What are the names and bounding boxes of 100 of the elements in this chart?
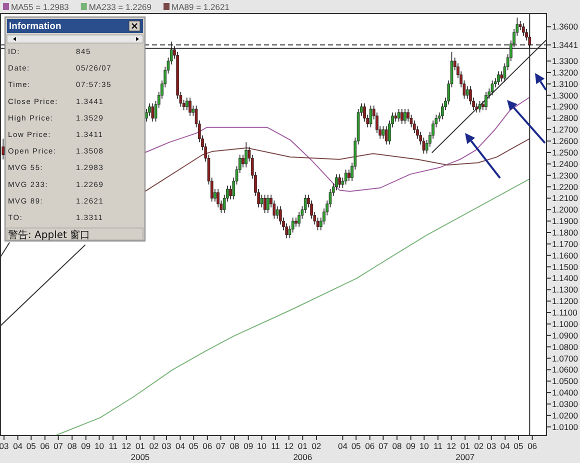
y-tick-label: 1.2900 [552,102,578,112]
legend-label: MA233 = 1.2269 [88,2,152,12]
x-tick-label: 08 [230,441,240,451]
y-tick-label: 1.1700 [552,238,578,249]
x-tick-label: 04 [13,441,23,451]
y-tick-label: 1.3000 [552,90,578,100]
candlestick [263,194,266,214]
x-tick-label: 12 [122,441,132,451]
candlestick [404,108,406,124]
y-tick-label: 1.2300 [552,170,578,180]
x-tick-label: 05 [351,441,362,451]
x-tick-label: 03 [0,441,9,451]
y-tick-label: 1.2700 [552,124,578,135]
y-tick-label: 1.1000 [552,318,578,329]
x-tick-label: 12 [284,441,294,451]
legend-label: MA89 = 1.2621 [172,2,230,12]
x-tick-label: 11 [271,441,280,451]
x-tick-label: 04 [338,441,348,451]
x-tick-label: 06 [365,441,375,451]
x-tick-label: 10 [419,441,430,451]
x-tick-label: 07 [54,441,64,451]
y-tick-label: 1.3600 [552,22,578,32]
candlestick [369,105,372,128]
candlestick [276,206,279,220]
y-tick-label: 1.3441 [552,40,578,50]
y-tick-label: 1.3300 [552,56,578,66]
line-series [144,96,530,192]
legend-label: MA55 = 1.2983 [11,2,70,12]
y-tick-label: 1.3200 [552,67,578,78]
y-tick-label: 1.2500 [552,147,578,158]
x-tick-label: 06 [528,441,538,451]
candlestick [400,108,404,124]
candlestick [348,169,350,182]
x-tick-label: 03 [486,441,496,451]
x-tick-label: 05 [514,441,524,451]
candlestick [2,138,5,160]
y-tick-label: 1.0400 [552,388,578,398]
x-tick-label: 09 [244,441,254,451]
y-tick-label: 1.0200 [552,410,578,420]
y-tick-label: 1.1300 [552,284,578,295]
x-tick-label: 06 [40,441,50,451]
candlestick [242,154,244,168]
x-tick-label: 01 2006 [293,441,312,462]
candlestick [186,97,188,111]
x-tick-label: 08 [392,441,402,451]
annotation: Information [9,21,62,32]
y-tick-label: 1.2400 [552,158,578,169]
x-tick-label: 02 [149,441,159,451]
candlestick [344,169,348,185]
candlestick [500,70,503,82]
candlestick [394,112,398,122]
y-tick-label: 1.0700 [552,353,578,364]
x-tick-label: 01 2007 [456,441,475,462]
y-tick-label: 1.0900 [552,330,578,340]
y-tick-label: 1.0300 [552,398,578,409]
y-tick-label: 1.1100 [552,308,578,318]
x-tick-label: 09 [81,441,91,451]
candlestick [497,70,500,86]
candlestick [478,100,482,113]
candlestick [188,97,192,116]
x-tick-label: 04 [176,441,186,451]
x-tick-label: 11 [108,441,118,451]
candlestick [522,22,525,36]
candlestick [260,194,264,208]
candlestick [466,86,469,100]
candlestick [384,126,388,145]
candlestick [382,126,385,140]
x-tick-label: 05 [26,441,36,451]
y-tick-label: 1.0600 [552,364,578,375]
y-tick-label: 1.3100 [552,78,578,89]
candlestick [338,174,341,188]
y-tick-label: 1.2100 [552,193,578,204]
x-tick-label: 02 [474,441,484,451]
x-tick-label: 11 [434,441,443,451]
y-tick-label: 1.2600 [552,136,578,146]
candlestick [266,194,270,214]
x-tick-label: 10 [256,441,267,451]
candlestick [490,80,494,96]
annotation: 警告: Applet 窗口 [8,229,90,241]
y-tick-label: 1.0500 [552,376,578,386]
candlestick [397,108,400,122]
y-tick-label: 1.1200 [552,296,578,306]
x-tick-label: 01 2005 [130,441,150,462]
y-tick-label: 1.0100 [552,422,578,432]
x-tick-label: 03 [162,441,172,451]
x-tick-label: 12 [446,441,456,451]
x-tick-label: 07 [216,441,226,451]
x-tick-label: 06 [202,441,212,451]
candlestick [244,142,248,168]
x-tick-label: 09 [406,441,416,451]
x-tick-label: 04 [500,441,510,451]
x-tick-label: 10 [94,441,104,451]
x-tick-label: 02 [312,441,322,451]
candlestick [484,91,488,111]
y-tick-label: 1.2800 [552,113,578,124]
line-series [144,138,530,192]
y-tick-label: 1.1500 [552,262,578,272]
candlestick [294,217,298,228]
x-tick-label: 07 [378,441,388,451]
x-tick-label: 08 [67,441,78,451]
